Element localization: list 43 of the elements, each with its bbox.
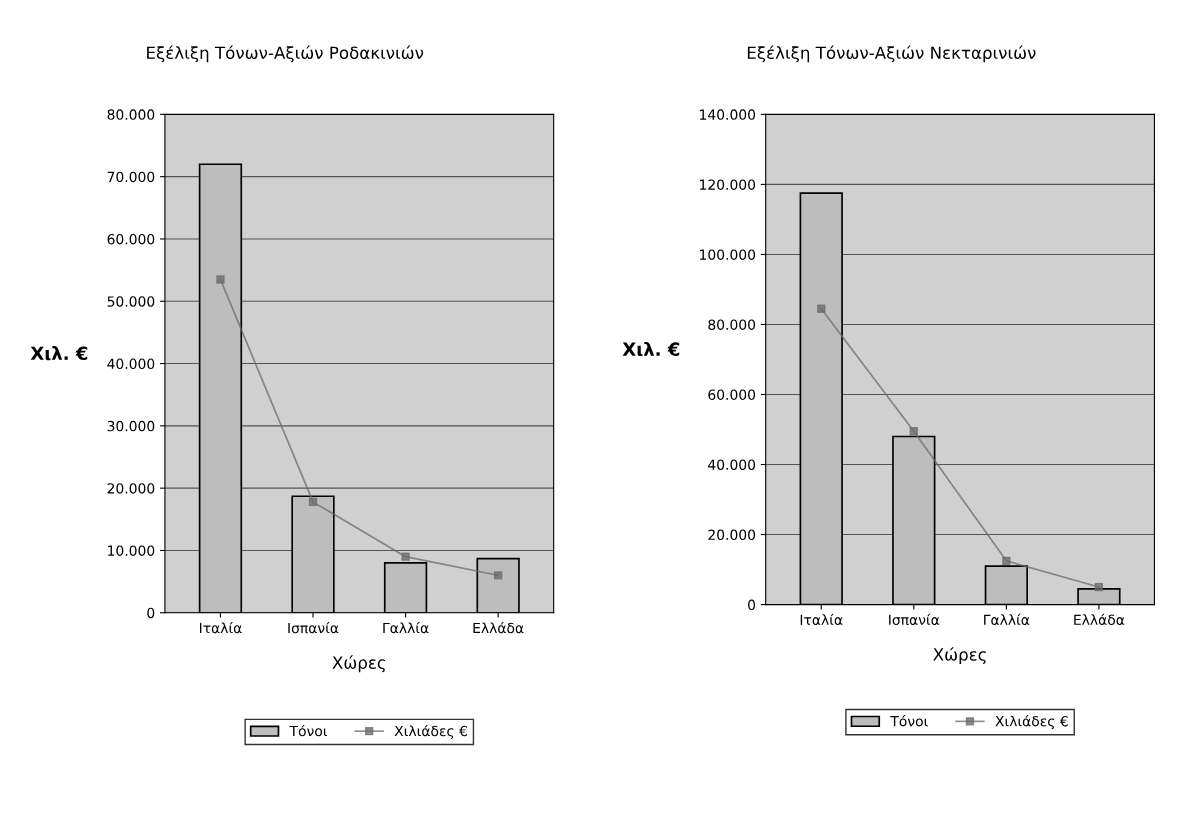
legend-label: Χιλιάδες € (995, 715, 1068, 730)
x-axis-title: Χώρες (332, 655, 386, 673)
legend-label: Χιλιάδες € (394, 724, 467, 739)
y-tick-label: 70.000 (107, 171, 155, 183)
y-tick-label: 50.000 (107, 296, 155, 307)
y-tick-label: 0 (748, 599, 756, 611)
point (308, 497, 318, 507)
x-tick-label: Ελλάδα (473, 621, 524, 634)
y-tick-label: 100.000 (700, 249, 756, 260)
point (817, 304, 826, 313)
y-tick-label: 60.000 (708, 389, 756, 400)
x-tick-label: Ιταλία (800, 613, 843, 626)
x-axis-title: Χώρες (933, 647, 986, 665)
y-axis-title: Χιλ. € (622, 342, 680, 357)
legend-label: Τόνοι (890, 715, 928, 727)
y-tick-label: 20.000 (107, 483, 155, 494)
chart-title: Εξέλιξη Τόνων-Αξιών Ροδακινιών (147, 45, 424, 63)
point (216, 275, 225, 284)
x-tick-label: Ισπανία (889, 613, 940, 626)
x-tick-label: Γαλλία (984, 613, 1030, 626)
y-tick-label: 80.000 (708, 319, 756, 330)
point (909, 427, 918, 436)
x-tick-label: Ιταλία (199, 621, 242, 634)
y-tick-label: 140.000 (700, 109, 756, 120)
y-tick-label: 80.000 (107, 109, 155, 120)
y-tick-label: 10.000 (108, 545, 155, 556)
y-tick-label: 40.000 (708, 459, 756, 470)
x-tick-label: Ισπανία (288, 621, 339, 634)
y-tick-label: 30.000 (107, 420, 155, 432)
x-tick-label: Γαλλία (383, 621, 429, 634)
point (1094, 582, 1104, 592)
y-tick-label: 20.000 (708, 529, 756, 541)
point (401, 552, 410, 561)
point (493, 571, 503, 580)
y-tick-label: 60.000 (107, 233, 155, 245)
y-axis-title: Χιλ. € (30, 346, 88, 361)
point (1002, 556, 1011, 565)
chart-title: Εξέλιξη Τόνων-Αξιών Νεκταρινιών (747, 45, 1036, 63)
y-tick-label: 0 (147, 607, 155, 619)
y-tick-label: 120.000 (700, 179, 756, 190)
x-tick-label: Ελλάδα (1074, 613, 1125, 626)
y-tick-label: 40.000 (107, 358, 155, 370)
legend-label: Τόνοι (289, 724, 328, 737)
